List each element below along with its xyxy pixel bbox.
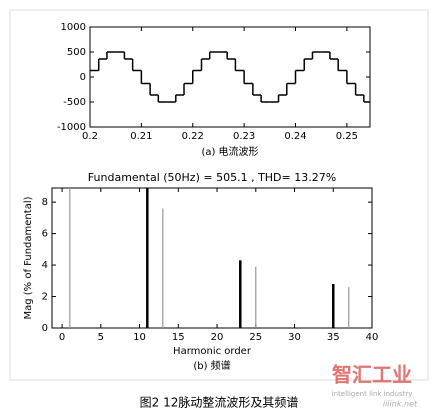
x-tick-label: 0.21 bbox=[130, 131, 152, 142]
x-tick-label: 0.24 bbox=[284, 131, 306, 142]
plot-area bbox=[89, 26, 371, 128]
caption: (b) 频谱 bbox=[193, 359, 230, 372]
y-tick-label: 2 bbox=[42, 292, 48, 303]
figure-caption: 图2 12脉动整流波形及其频谱 bbox=[140, 395, 299, 410]
x-tick-label: 0.22 bbox=[182, 131, 204, 142]
x-tick-label: 40 bbox=[366, 332, 379, 343]
y-tick-label: 8 bbox=[42, 197, 48, 208]
x-tick-label: 20 bbox=[211, 332, 224, 343]
chart-title: Fundamental (50Hz) = 505.1 , THD= 13.27% bbox=[88, 171, 336, 184]
bar bbox=[69, 188, 71, 328]
x-tick-label: 25 bbox=[249, 332, 262, 343]
x-tick-label: 0.2 bbox=[82, 131, 98, 142]
bar bbox=[162, 208, 164, 328]
y-tick-label: -500 bbox=[63, 97, 86, 108]
y-tick-label: 0 bbox=[42, 323, 48, 334]
x-tick-label: 5 bbox=[98, 332, 104, 343]
x-tick-label: 30 bbox=[288, 332, 301, 343]
y-tick-label: -1000 bbox=[57, 122, 86, 133]
x-tick-label: 0 bbox=[59, 332, 65, 343]
y-tick-label: 500 bbox=[67, 47, 86, 58]
x-tick-label: 0.23 bbox=[233, 131, 255, 142]
bar bbox=[332, 283, 335, 328]
watermark-slogan: intelligent link industry bbox=[332, 390, 413, 398]
y-tick-label: 1000 bbox=[61, 22, 86, 33]
plot-area bbox=[51, 187, 373, 329]
x-tick-label: 15 bbox=[172, 332, 185, 343]
x-tick-label: 0.25 bbox=[336, 131, 358, 142]
bar bbox=[239, 260, 242, 328]
bar bbox=[348, 287, 350, 328]
x-tick-label: 35 bbox=[327, 332, 340, 343]
bar bbox=[255, 266, 257, 328]
y-tick-label: 0 bbox=[80, 72, 86, 83]
y-axis-label: Mag (% of Fundamental) bbox=[23, 196, 34, 319]
x-tick-label: 10 bbox=[133, 332, 146, 343]
y-tick-label: 4 bbox=[42, 260, 48, 271]
y-tick-label: 6 bbox=[42, 229, 48, 240]
watermark-site: iilink.net bbox=[383, 400, 418, 409]
watermark-brand: 智汇工业 bbox=[332, 363, 412, 387]
bar bbox=[146, 188, 149, 328]
x-axis-label: Harmonic order bbox=[173, 346, 252, 357]
frame bbox=[9, 9, 429, 381]
caption: (a) 电流波形 bbox=[201, 145, 258, 158]
